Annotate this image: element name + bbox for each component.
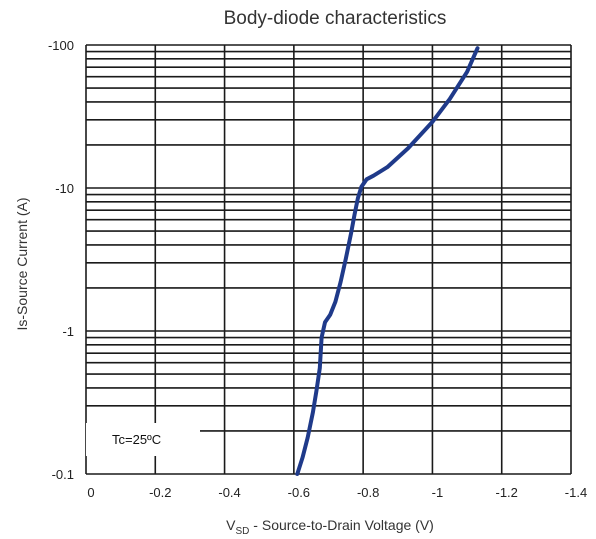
x-axis-label-main: V: [226, 517, 236, 533]
y-tick-label: -10: [55, 181, 74, 196]
temperature-annotation: Tc=25ºC: [112, 432, 161, 447]
y-tick-label: -1: [62, 324, 74, 339]
x-tick-label: -1.4: [565, 485, 587, 500]
y-tick-labels: -100 -10 -1 -0.1: [48, 38, 74, 482]
annotation-box: [86, 423, 200, 456]
series-line: [295, 46, 480, 476]
x-tick-label: -0.6: [288, 485, 310, 500]
x-tick-label: -0.2: [149, 485, 171, 500]
chart-title: Body-diode characteristics: [224, 8, 447, 29]
x-tick-label: -0.4: [218, 485, 240, 500]
x-tick-labels: 0 -0.2 -0.4 -0.6 -0.8 -1 -1.2 -1.4: [87, 485, 587, 500]
x-axis-label-rest: - Source-to-Drain Voltage (V): [249, 517, 433, 533]
y-tick-label: -100: [48, 38, 74, 53]
x-tick-label: -0.8: [357, 485, 379, 500]
x-tick-label: -1.2: [496, 485, 518, 500]
y-axis-label: Is-Source Current (A): [14, 197, 30, 330]
plot-grid: [85, 44, 572, 475]
x-axis-label-subscript: SD: [236, 526, 250, 537]
y-tick-label: -0.1: [52, 467, 74, 482]
x-tick-label: 0: [87, 485, 94, 500]
x-tick-label: -1: [432, 485, 444, 500]
x-axis-label: VSD - Source-to-Drain Voltage (V): [226, 517, 434, 537]
series-group: [295, 46, 480, 476]
